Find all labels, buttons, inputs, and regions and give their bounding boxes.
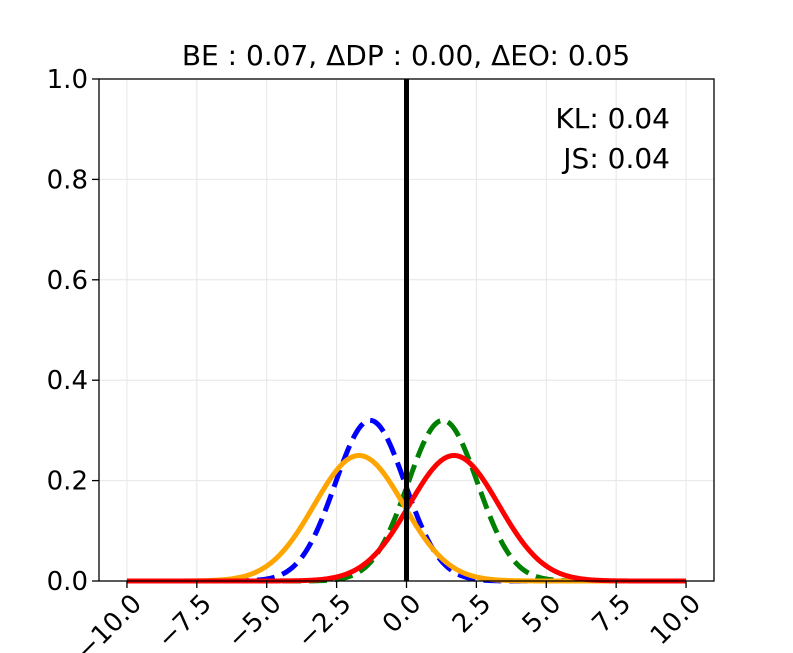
x-tick-label-2: −5.0 <box>222 589 288 653</box>
y-tick-label-0: 0.0 <box>47 567 88 597</box>
js-annotation: JS: 0.04 <box>561 142 670 175</box>
x-tick-label-6: 5.0 <box>517 589 567 639</box>
x-tick-label-4: 0.0 <box>377 589 427 639</box>
y-axis: 0.0 0.2 0.4 0.6 0.8 1.0 <box>47 65 99 597</box>
x-tick-label-5: 2.5 <box>447 589 497 639</box>
y-tick-label-1: 0.2 <box>47 467 88 497</box>
x-tick-label-0: −10.0 <box>70 589 148 653</box>
y-tick-label-5: 1.0 <box>47 65 88 95</box>
y-tick-label-4: 0.8 <box>47 165 88 195</box>
x-tick-label-3: −2.5 <box>292 589 358 653</box>
y-tick-label-3: 0.6 <box>47 266 88 296</box>
x-tick-label-8: 10.0 <box>645 589 707 651</box>
x-tick-label-7: 7.5 <box>587 589 637 639</box>
x-axis: −10.0 −7.5 −5.0 −2.5 0.0 2.5 5.0 7.5 10.0 <box>70 581 707 653</box>
x-tick-label-1: −7.5 <box>152 589 218 653</box>
kl-annotation: KL: 0.04 <box>555 102 670 135</box>
chart-title: BE : 0.07, ΔDP : 0.00, ΔEO: 0.05 <box>182 39 630 72</box>
y-tick-label-2: 0.4 <box>47 366 88 396</box>
